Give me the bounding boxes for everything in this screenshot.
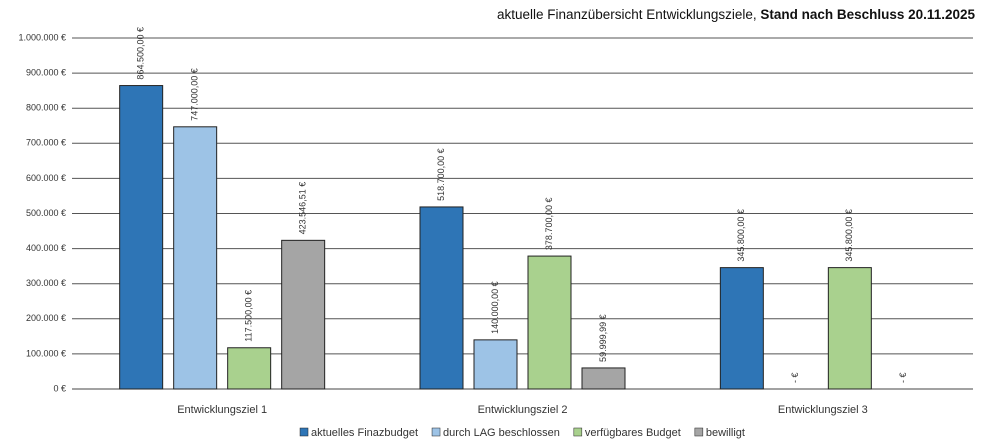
y-tick-label: 700.000 € [26,138,66,148]
y-tick-label: 800.000 € [26,103,66,113]
bar [227,347,272,390]
bar [281,239,326,390]
chart-title: aktuelle Finanzübersicht Entwicklungszie… [497,7,976,22]
bar [173,126,218,390]
legend-label: durch LAG beschlossen [443,427,560,439]
bar [419,206,464,390]
x-tick-label: Entwicklungsziel 1 [177,404,267,416]
data-label: 117.500,00 € [244,290,254,342]
data-label: - € [898,372,908,383]
data-label: 518.700,00 € [436,148,446,201]
y-tick-label: 900.000 € [26,67,66,77]
data-label: 864.500,00 € [136,27,146,80]
x-tick-label: Entwicklungsziel 3 [778,404,868,416]
bar [527,255,572,390]
bar [581,367,626,390]
legend-label: bewilligt [706,427,745,439]
data-label: - € [790,372,800,383]
data-label: 345.800,00 € [844,209,854,262]
bar [827,267,872,390]
legend: aktuelles Finazbudget durch LAG beschloss… [299,427,745,439]
y-tick-label: 0 € [53,383,66,393]
legend-label: verfügbares Budget [585,427,681,439]
y-tick-label: 600.000 € [26,173,66,183]
bar [119,85,164,390]
y-tick-label: 200.000 € [26,313,66,323]
legend-swatch [694,427,704,437]
y-tick-label: 300.000 € [26,278,66,288]
legend-swatch [431,427,441,437]
data-label: 747.000,00 € [190,68,200,121]
legend-swatch [573,427,583,437]
legend-label: aktuelles Finazbudget [311,427,418,439]
data-label: 59.999,99 € [598,314,608,362]
bar [473,339,518,390]
data-label: 378.700,00 € [544,198,554,251]
y-tick-label: 100.000 € [26,348,66,358]
bar [719,267,764,390]
x-tick-label: Entwicklungsziel 2 [478,404,568,416]
title-emphasis: Stand nach Beschluss 20.11.2025 [760,7,975,22]
title-main: aktuelle Finanzübersicht Entwicklungszie… [497,7,757,22]
data-label: 140.000,00 € [490,281,500,334]
y-tick-label: 400.000 € [26,243,66,253]
y-tick-label: 500.000 € [26,208,66,218]
data-label: 345.800,00 € [736,209,746,262]
data-label: 423.546,51 € [298,182,308,235]
y-tick-label: 1.000.000 € [18,32,66,42]
legend-swatch [299,427,309,437]
